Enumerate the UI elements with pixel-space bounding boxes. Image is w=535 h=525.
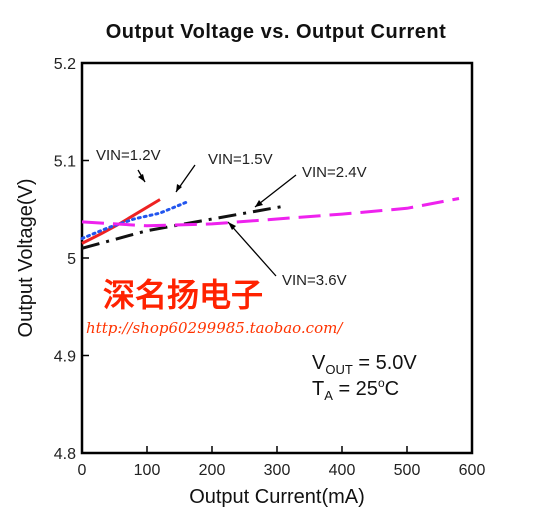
arrowhead-vin-3-6	[228, 222, 236, 230]
operating-conditions: VOUT = 5.0V TA = 25oC	[312, 352, 417, 403]
series-line-vin-1-5v	[80, 200, 188, 240]
y-tick-label: 5	[67, 251, 76, 268]
plot-area	[80, 61, 474, 455]
condition-ta: TA = 25oC	[312, 376, 399, 403]
x-tick-label: 400	[329, 462, 356, 479]
y-axis-ticks: 4.8 4.9 5 5.1 5.2	[54, 56, 89, 463]
series-group	[80, 197, 460, 250]
x-tick-label: 100	[134, 462, 161, 479]
condition-vout: VOUT = 5.0V	[312, 352, 417, 377]
watermark-url: http://shop60299985.taobao.com/	[86, 319, 344, 337]
arrowhead-vin-2-4	[255, 200, 263, 207]
pointer-vin-3-6	[227, 221, 277, 277]
y-tick-label: 5.1	[54, 154, 76, 171]
x-tick-label: 300	[264, 462, 291, 479]
x-tick-label: 200	[199, 462, 226, 479]
annotation-vin-1-5: VIN=1.5V	[208, 151, 273, 168]
annotation-vin-2-4: VIN=2.4V	[302, 164, 367, 181]
x-axis-ticks: 0 100 200 300 400 500 600	[78, 446, 486, 479]
x-tick-label: 600	[459, 462, 486, 479]
chart-title: Output Voltage vs. Output Current	[106, 21, 447, 43]
watermark-text: 深名扬电子	[103, 276, 263, 314]
series-line-vin-3-6v	[81, 197, 460, 228]
pointer-vin-2-4	[254, 174, 297, 208]
y-axis-label: Output Voltage(V)	[15, 179, 37, 338]
y-tick-label: 4.9	[54, 349, 76, 366]
y-tick-label: 4.8	[54, 446, 76, 463]
x-tick-label: 500	[394, 462, 421, 479]
annotation-vin-3-6: VIN=3.6V	[282, 272, 347, 289]
arrowhead-vin-1-5	[176, 184, 182, 192]
x-tick-label: 0	[78, 462, 87, 479]
annotation-vin-1-2: VIN=1.2V	[96, 147, 161, 164]
y-tick-label: 5.2	[54, 56, 76, 73]
annotation-arrowheads	[138, 174, 263, 230]
x-axis-label: Output Current(mA)	[189, 486, 365, 508]
arrowhead-vin-1-2	[138, 174, 145, 182]
